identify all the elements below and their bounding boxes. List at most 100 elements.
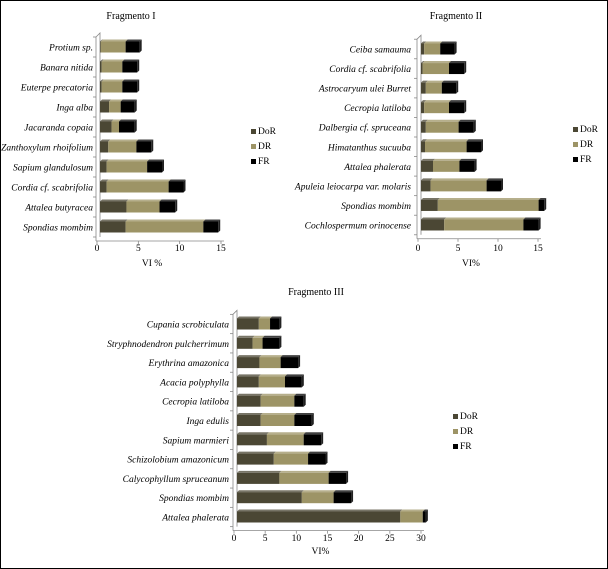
x-axis-label: VI %	[142, 259, 162, 269]
category-label: Euterpe precatoria	[20, 84, 93, 94]
bar-top-fr	[303, 432, 324, 435]
bar-top-fr	[122, 59, 140, 62]
bar-top-fr	[280, 355, 301, 358]
bar-side	[151, 139, 154, 153]
bar-top-dr	[266, 432, 306, 435]
bar-dor	[100, 81, 102, 93]
bar-dor	[237, 337, 253, 349]
bar-fr	[120, 101, 135, 113]
bar-top-dr	[422, 61, 451, 64]
bar-dor	[421, 43, 425, 55]
legend-label-fr: FR	[460, 442, 472, 452]
x-tick-label: 0	[232, 534, 237, 544]
legend-swatch-dr	[453, 429, 458, 434]
bar-dor	[421, 219, 445, 231]
bar-top-dr	[437, 197, 541, 200]
bar-top-dr	[125, 219, 206, 222]
y-axis-wall	[95, 32, 101, 241]
bar-top-fr	[136, 139, 154, 142]
bar-side	[544, 197, 547, 211]
legend-swatch-dr	[573, 142, 578, 147]
legend-label-dr: DR	[460, 427, 474, 437]
bar-fr	[159, 201, 176, 213]
legend-label-fr: FR	[258, 157, 270, 167]
bar-side	[218, 219, 221, 233]
bar-top-dr	[433, 158, 462, 161]
bar-fr	[122, 61, 138, 73]
bar-fr	[262, 337, 280, 349]
category-label: Schizolobium amazonicum	[127, 456, 229, 466]
bar-top-fr	[294, 413, 314, 415]
bar-fr	[441, 82, 457, 94]
legend-swatch-dr	[251, 144, 256, 149]
bar-side	[454, 41, 457, 55]
bar-top-dr	[106, 159, 150, 162]
bar-top-dr	[279, 470, 331, 473]
category-label: Protium sp.	[48, 44, 93, 54]
bar-dr	[101, 81, 123, 93]
category-label: Sapium marmieri	[163, 436, 230, 446]
bar-top-dor	[100, 199, 129, 202]
bar-dr	[259, 357, 281, 369]
bar-top-dr	[425, 139, 469, 142]
bar-side	[139, 39, 142, 53]
bar-dr	[106, 161, 148, 173]
bar-side	[137, 59, 140, 73]
bar-side	[481, 139, 483, 153]
bar-side	[473, 119, 476, 133]
bar-side	[279, 335, 282, 349]
bar-fr	[458, 121, 474, 133]
bar-top-dor	[421, 41, 427, 44]
bar-top-dr	[301, 490, 336, 493]
bar-dor	[237, 511, 401, 523]
bar-top-dr	[400, 509, 425, 512]
chart-title: Fragmento III	[288, 287, 344, 298]
category-label: Inga edulis	[186, 417, 230, 427]
legend-label-dor: DoR	[258, 127, 277, 137]
bar-top-dr	[108, 139, 139, 142]
bar-top-dr	[273, 451, 311, 454]
bar-top-fr	[449, 100, 467, 103]
x-tick-label: 10	[292, 534, 302, 544]
bar-dr	[437, 199, 539, 211]
x-tick-label: 5	[263, 534, 268, 544]
bar-fr	[308, 453, 326, 465]
bar-top-dor	[237, 451, 276, 454]
bar-top-dr	[444, 217, 526, 220]
bar-top-dor	[100, 99, 112, 102]
bar-side	[134, 119, 137, 133]
legend-swatch-dor	[573, 127, 578, 132]
bar-top-dor	[237, 316, 261, 319]
bar-top-fr	[120, 99, 137, 102]
bar-dor	[237, 472, 280, 484]
bar-fr	[168, 181, 184, 193]
category-label: Spondias mombim	[159, 494, 229, 504]
bar-side	[464, 100, 467, 114]
bar-dor	[237, 434, 267, 446]
y-axis-wall	[232, 309, 238, 531]
x-tick-label: 25	[385, 534, 395, 544]
bar-top-dr	[252, 335, 265, 338]
bar-fr	[294, 415, 312, 426]
bar-dor	[100, 121, 112, 133]
bar-top-dr	[106, 179, 171, 182]
bar-dr	[106, 181, 169, 193]
bar-dr	[422, 63, 449, 75]
bar-top-dor	[421, 178, 433, 181]
chart-title: Fragmento II	[430, 11, 483, 22]
bar-fr	[538, 199, 545, 211]
legend-swatch-dor	[453, 414, 458, 419]
category-label: Cupania scrobiculata	[147, 321, 229, 331]
category-label: Sapium glandulosum	[13, 164, 93, 174]
bar-top-dr	[425, 119, 461, 122]
bar-side	[137, 79, 140, 93]
category-label: Cecropia latiloba	[162, 398, 229, 408]
bar-fr	[294, 395, 304, 407]
bar-fr	[449, 63, 465, 75]
bar-dor	[237, 318, 259, 330]
bar-top-dor	[421, 61, 425, 64]
bar-top-dr	[101, 59, 125, 62]
bar-top-dor	[100, 59, 104, 62]
bar-top-dor	[421, 197, 440, 200]
bar-fr	[203, 221, 219, 233]
